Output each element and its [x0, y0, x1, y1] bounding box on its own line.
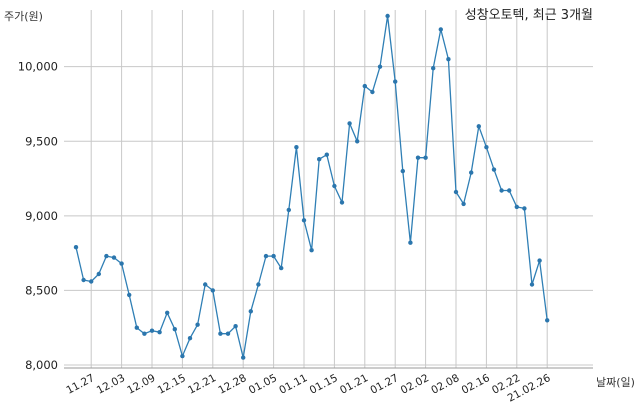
x-tick-label: 01.15: [308, 372, 340, 397]
data-point: [324, 152, 329, 157]
x-tick-label: 12.28: [216, 372, 248, 397]
data-point: [233, 324, 238, 329]
data-point: [393, 79, 398, 84]
x-tick-label: 12.21: [186, 372, 218, 397]
data-point: [294, 145, 299, 150]
y-tick-label: 8,000: [25, 358, 58, 372]
data-point: [248, 309, 253, 314]
data-point: [317, 157, 322, 162]
data-point: [461, 201, 466, 207]
y-tick-label: 9,500: [25, 134, 58, 148]
data-point: [119, 261, 124, 266]
y-tick-labels: 8,000 8,500 9,000 9,500 10,000: [18, 60, 58, 372]
data-point: [507, 188, 512, 193]
y-axis-label: 주가(원): [4, 10, 43, 23]
data-point: [256, 282, 261, 287]
data-point: [514, 204, 519, 210]
y-tick-label: 9,000: [25, 209, 58, 223]
data-point: [195, 322, 200, 327]
data-point: [385, 13, 390, 19]
x-axis-label: 날짜(일): [596, 375, 635, 389]
data-point: [157, 330, 162, 335]
data-point: [301, 218, 307, 223]
x-tick-label: 01.27: [368, 372, 400, 397]
data-point: [499, 188, 504, 193]
y-tick-label: 10,000: [18, 60, 58, 74]
data-point: [522, 206, 527, 211]
data-point: [271, 253, 276, 259]
data-point: [134, 325, 139, 330]
data-point: [423, 155, 428, 160]
data-point: [127, 292, 132, 298]
data-point: [218, 331, 223, 336]
x-tick-label: 12.09: [125, 372, 157, 397]
x-tick-label: 02.16: [460, 372, 492, 397]
y-tick-label: 8,500: [25, 283, 58, 297]
data-point: [476, 124, 481, 129]
data-point: [180, 353, 185, 359]
data-point: [89, 279, 94, 284]
x-tick-label: 12.15: [156, 372, 188, 397]
data-point: [332, 183, 337, 189]
x-tick-label: 02.02: [399, 372, 431, 397]
data-point: [537, 258, 542, 263]
data-point: [545, 318, 550, 323]
data-point: [187, 336, 193, 341]
data-point: [279, 265, 284, 271]
data-point: [73, 245, 79, 250]
x-tick-labels: 11.2712.0312.0912.1512.2112.2801.0501.11…: [64, 372, 552, 405]
data-point: [225, 331, 231, 336]
data-point: [241, 355, 246, 360]
data-point: [415, 155, 421, 160]
data-point: [484, 145, 489, 150]
price-points: [73, 13, 550, 360]
data-point: [431, 66, 436, 71]
data-point: [81, 277, 86, 283]
data-point: [438, 27, 443, 32]
data-point: [355, 139, 360, 144]
data-point: [339, 200, 345, 205]
price-series-line: [75, 15, 548, 359]
x-tick-label: 02.08: [429, 372, 461, 397]
x-tick-label: 11.27: [64, 372, 96, 397]
grid: [64, 10, 593, 368]
data-point: [529, 282, 535, 287]
x-tick-label: 12.03: [95, 372, 127, 397]
chart-title: 성창오토텍, 최근 3개월: [465, 8, 593, 23]
data-point: [263, 253, 269, 259]
data-point: [165, 310, 170, 315]
data-point: [104, 253, 109, 259]
x-tick-label: 01.21: [338, 372, 370, 397]
x-tick-label: 01.11: [277, 372, 309, 397]
data-point: [111, 255, 117, 260]
data-point: [96, 271, 102, 277]
data-point: [491, 167, 497, 172]
data-point: [203, 282, 208, 287]
data-point: [408, 240, 413, 245]
data-point: [400, 168, 405, 174]
data-point: [172, 327, 177, 332]
data-point: [309, 248, 314, 253]
data-point: [286, 207, 291, 213]
data-point: [210, 288, 215, 293]
data-point: [149, 328, 155, 333]
data-point: [377, 64, 383, 69]
data-point: [362, 83, 367, 89]
data-point: [370, 89, 375, 95]
data-point: [142, 331, 147, 336]
x-tick-label: 01.05: [247, 372, 279, 397]
data-point: [453, 189, 459, 195]
data-point: [469, 170, 474, 175]
data-point: [446, 57, 451, 62]
data-point: [347, 121, 352, 126]
